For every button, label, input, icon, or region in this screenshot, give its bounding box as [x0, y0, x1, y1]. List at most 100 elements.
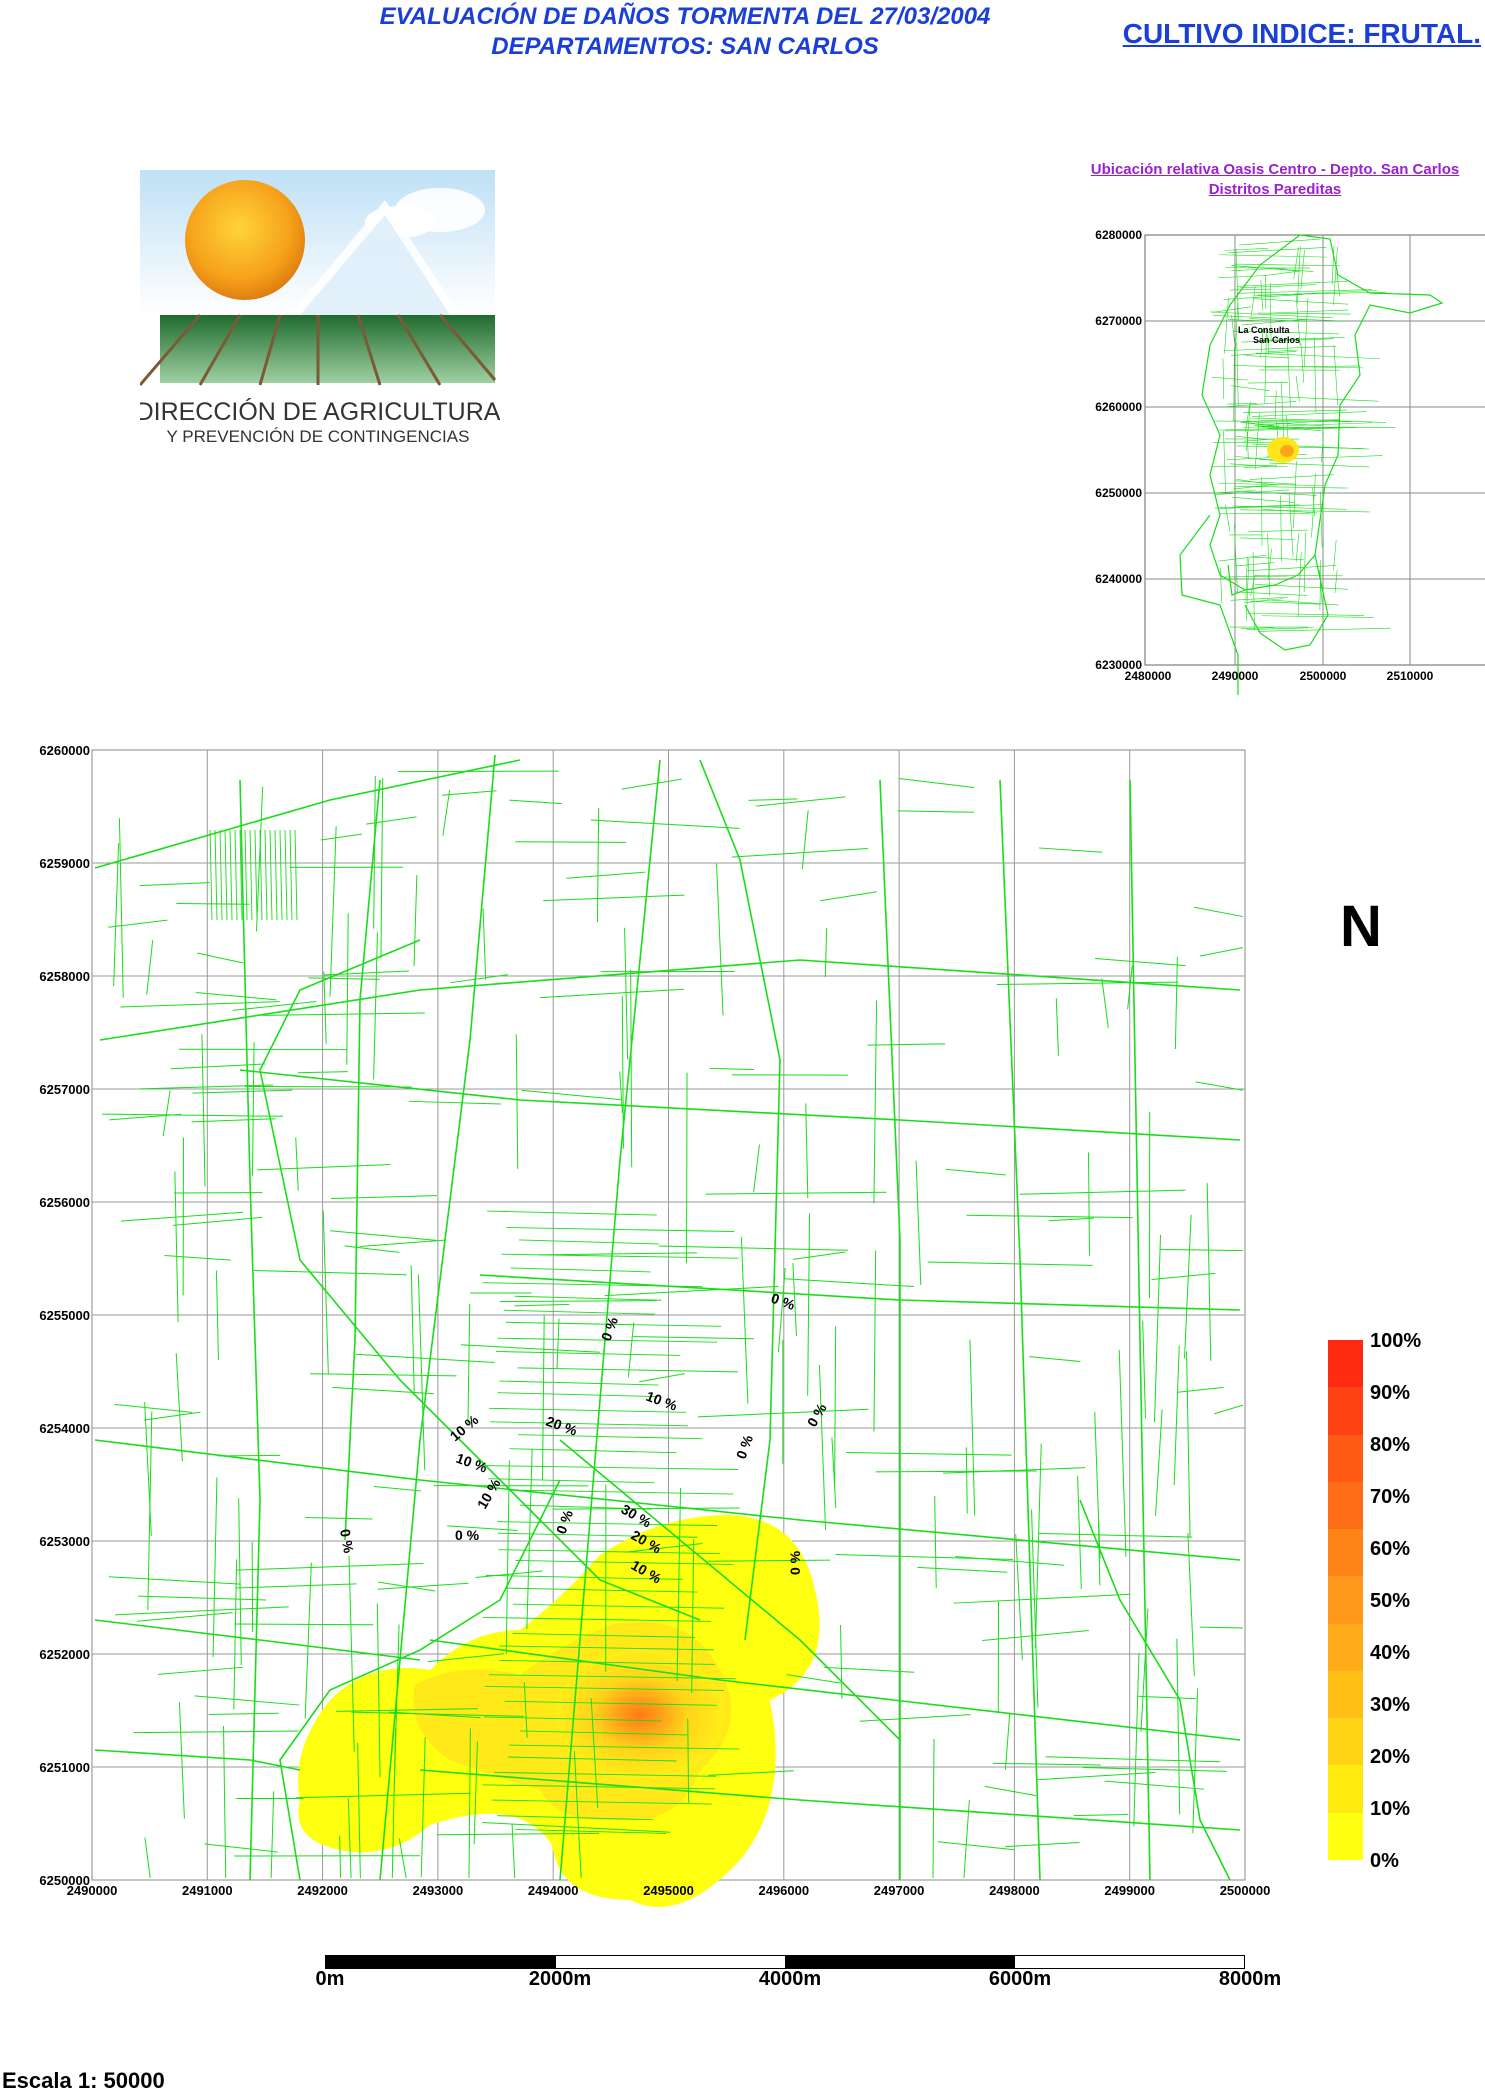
inset-title: Ubicación relativa Oasis Centro - Depto.…	[1060, 160, 1485, 200]
legend-label: 40%	[1370, 1642, 1411, 1664]
main-y-tick-label: 6252000	[39, 1647, 90, 1662]
map-title: EVALUACIÓN DE DAÑOS TORMENTA DEL 27/03/2…	[300, 2, 1070, 62]
legend-swatch	[1328, 1481, 1363, 1530]
inset-x-axis: 2480000 2490000 2500000 2510000	[1125, 669, 1434, 683]
main-y-tick-label: 6257000	[39, 1082, 90, 1097]
damage-zones	[298, 1515, 820, 1907]
scale-label: 2000m	[528, 1968, 592, 1990]
scale-label: 6000m	[988, 1968, 1052, 1990]
main-x-tick-label: 2490000	[67, 1883, 118, 1898]
main-y-tick-label: 6255000	[39, 1308, 90, 1323]
inset-x-tick-label: 2500000	[1300, 669, 1347, 683]
contour-label: 0 %	[337, 1528, 357, 1555]
legend-swatch	[1328, 1434, 1363, 1483]
main-x-tick-label: 2496000	[758, 1883, 809, 1898]
inset-y-tick-label: 6240000	[1095, 572, 1142, 586]
main-y-tick-label: 6260000	[39, 743, 90, 758]
inset-place-label-san-carlos: San Carlos	[1253, 335, 1300, 345]
legend-label: 50%	[1370, 1590, 1411, 1612]
contour-label: 0 %	[553, 1507, 576, 1536]
main-x-tick-label: 2493000	[413, 1883, 464, 1898]
contour-label: 0 %	[769, 1290, 798, 1313]
inset-map-graphic: La Consulta San Carlos 6280000 6270000 626…	[1095, 228, 1485, 695]
legend-swatch	[1328, 1670, 1363, 1719]
damage-legend	[1325, 1340, 1475, 1870]
inset-title-line-1: Ubicación relativa Oasis Centro - Depto.…	[1090, 161, 1460, 178]
main-x-tick-label: 2497000	[874, 1883, 925, 1898]
title-line-2: DEPARTAMENTOS: SAN CARLOS	[491, 33, 879, 60]
main-x-tick-label: 2498000	[989, 1883, 1040, 1898]
main-map: 0 % 0 % 10 % 0 % 10 % 20 % 10 % 0 % 10 % 30 % 20 %…	[0, 740, 1382, 1910]
legend-label: 0%	[1370, 1850, 1399, 1872]
title-line-1: EVALUACIÓN DE DAÑOS TORMENTA DEL 27/03/2…	[379, 3, 991, 30]
legend-label: 80%	[1370, 1434, 1411, 1456]
legend-label: 60%	[1370, 1538, 1411, 1560]
main-y-tick-label: 6259000	[39, 856, 90, 871]
agency-logo: DIRECCIÓN DE AGRICULTURA Y PREVENCIÓN DE…	[136, 170, 501, 460]
inset-damage-core	[1280, 445, 1294, 457]
contour-label: 10 %	[447, 1411, 482, 1444]
legend-swatch	[1328, 1340, 1363, 1388]
legend-label: 70%	[1370, 1486, 1411, 1508]
main-x-tick-label: 2500000	[1220, 1883, 1271, 1898]
main-y-tick-label: 6254000	[39, 1421, 90, 1436]
contour-label: 0 %	[787, 1550, 803, 1575]
inset-y-axis: 6280000 6270000 6260000 6250000 6240000 62300…	[1095, 228, 1142, 672]
inset-x-tick-label: 2510000	[1387, 669, 1434, 683]
contour-label: 0 %	[455, 1527, 480, 1543]
logo-text-line-1: DIRECCIÓN DE AGRICULTURA	[140, 397, 500, 426]
main-y-tick-label: 6258000	[39, 969, 90, 984]
legend-label: 10%	[1370, 1798, 1411, 1820]
scale-label: 4000m	[758, 1968, 822, 1990]
inset-x-tick-label: 2480000	[1125, 669, 1172, 683]
legend-swatch	[1328, 1529, 1363, 1577]
north-label: N	[1340, 894, 1382, 959]
scale-label: 8000m	[1218, 1968, 1282, 1990]
legend-label: 20%	[1370, 1746, 1411, 1768]
legend-label: 90%	[1370, 1382, 1411, 1404]
scale-label: 0m	[315, 1968, 345, 1990]
main-x-tick-label: 2491000	[182, 1883, 233, 1898]
contour-label: 10 %	[644, 1388, 680, 1414]
legend-swatch	[1328, 1387, 1363, 1436]
inset-y-tick-label: 6260000	[1095, 400, 1142, 414]
inset-fine-lines	[1210, 238, 1396, 632]
inset-map: La Consulta San Carlos 6280000 6270000 626…	[1070, 225, 1485, 695]
inset-grid	[1144, 234, 1485, 666]
logo-graphic: DIRECCIÓN DE AGRICULTURA Y PREVENCIÓN DE…	[136, 170, 501, 446]
main-y-tick-label: 6251000	[39, 1760, 90, 1775]
inset-y-tick-label: 6280000	[1095, 228, 1142, 242]
inset-y-tick-label: 6270000	[1095, 314, 1142, 328]
main-y-axis: 6260000 6259000 6258000 6257000 6256000 62550…	[39, 743, 90, 1888]
logo-text-line-2: Y PREVENCIÓN DE CONTINGENCIAS	[167, 427, 470, 446]
legend-swatch	[1328, 1623, 1363, 1672]
main-x-tick-label: 2492000	[297, 1883, 348, 1898]
main-map-graphic: 0 %0 %10 % 0 %10 % 20 %10 %0 %10 %30 %20 %…	[39, 743, 1348, 1907]
scale-bar	[325, 1955, 1245, 1969]
main-x-axis: 2490000 2491000 2492000 2493000 2494000 24950…	[67, 1883, 1271, 1898]
scale-seg-3	[785, 1956, 1015, 1968]
legend-label: 100%	[1370, 1330, 1422, 1352]
contour-label: 10 %	[454, 1450, 490, 1476]
legend-swatch	[1328, 1718, 1363, 1766]
legend-swatch	[1328, 1812, 1363, 1861]
crop-index-label: CULTIVO INDICE: FRUTAL.	[1122, 18, 1481, 49]
inset-y-tick-label: 6230000	[1095, 658, 1142, 672]
damage-core	[555, 1650, 725, 1780]
main-x-tick-label: 2495000	[643, 1883, 694, 1898]
main-y-tick-label: 6250000	[39, 1873, 90, 1888]
main-y-tick-label: 6256000	[39, 1195, 90, 1210]
scale-seg-4	[1014, 1956, 1244, 1968]
main-parcel-network	[94, 754, 1244, 1881]
scale-seg-1	[326, 1956, 556, 1968]
legend-swatch	[1328, 1765, 1363, 1814]
legend-swatch	[1328, 1576, 1363, 1625]
scale-seg-2	[555, 1956, 785, 1968]
legend-colorbar	[1328, 1340, 1363, 1861]
contour-label: 0 %	[804, 1400, 830, 1429]
legend-label: 30%	[1370, 1694, 1411, 1716]
inset-title-line-2: Distritos Pareditas	[1208, 181, 1342, 198]
contour-label: 0 %	[733, 1432, 756, 1461]
main-x-tick-label: 2494000	[528, 1883, 579, 1898]
main-y-tick-label: 6253000	[39, 1534, 90, 1549]
